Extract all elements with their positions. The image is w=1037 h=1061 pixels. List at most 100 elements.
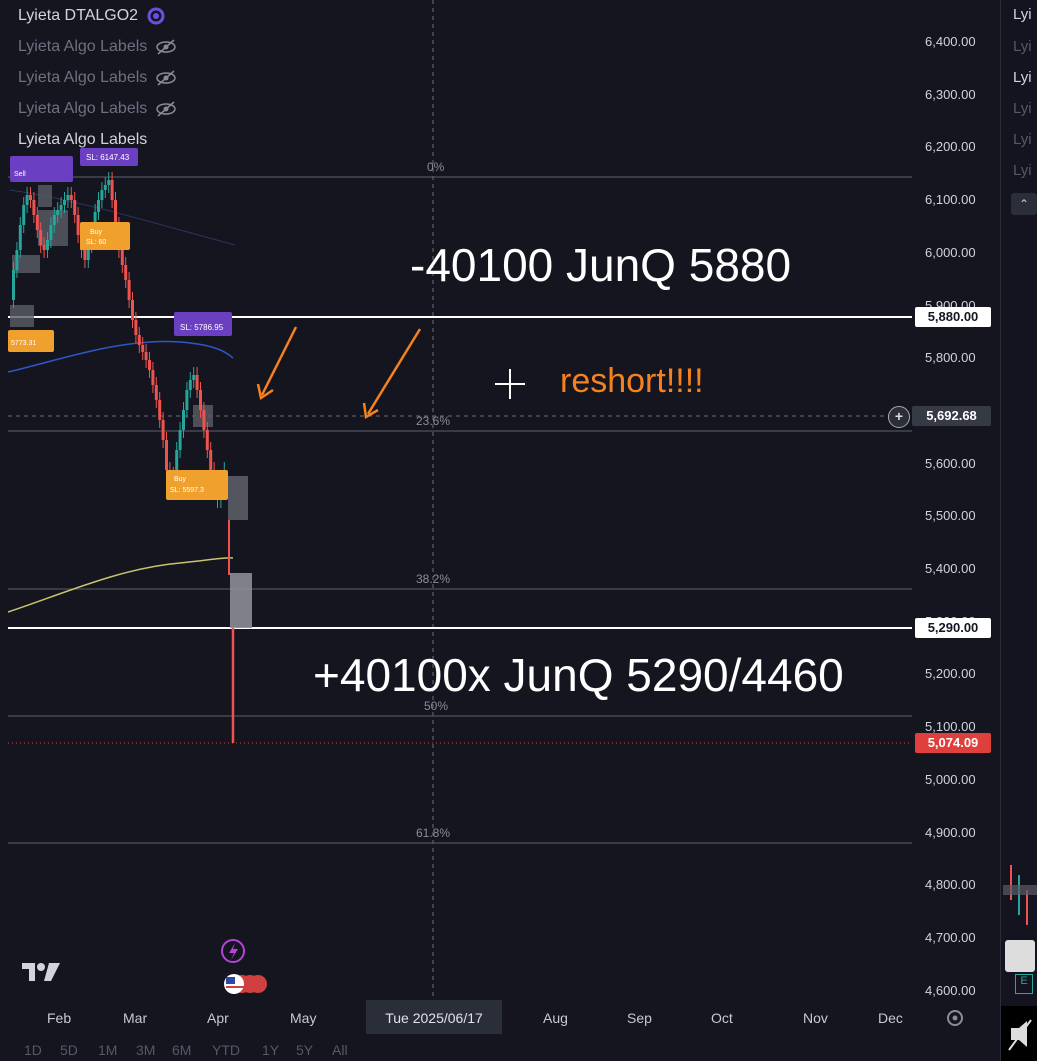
month-label: Apr: [207, 1010, 229, 1026]
candle-body: [86, 245, 90, 260]
month-label: Nov: [803, 1010, 828, 1026]
price-chart[interactable]: Sell SL: 6147.43 Buy SL: 60 5773.31 SL: …: [0, 0, 1000, 1000]
short-annotation[interactable]: -40100 JunQ 5880: [410, 239, 792, 291]
panel-legend-label: Lyi: [1013, 38, 1032, 55]
candle-body: [42, 245, 46, 250]
timeframe-toolbar: 1D 5D 1M 3M 6M YTD 1Y 5Y All: [0, 1036, 1000, 1061]
svg-text:SL: 60: SL: 60: [86, 239, 106, 246]
zone-box: [38, 185, 52, 207]
svg-text:Buy: Buy: [90, 229, 103, 236]
timeframe-button[interactable]: 1Y: [262, 1042, 280, 1058]
candle-body: [148, 360, 151, 370]
candle-body: [131, 300, 134, 320]
price-tick: 5,100.00: [925, 719, 976, 735]
timeframe-button[interactable]: 3M: [136, 1042, 156, 1058]
candle-body: [202, 410, 206, 430]
svg-text:SL: 5786.95: SL: 5786.95: [180, 323, 224, 332]
zone-box: [12, 255, 40, 273]
mute-icon[interactable]: [1001, 1006, 1037, 1061]
fib-label-618: 61.8%: [416, 826, 451, 840]
candle-body: [209, 450, 213, 470]
fib-label-236: 23.6%: [416, 414, 451, 428]
legend-row-label: Lyieta Algo Labels: [18, 69, 148, 86]
candle-body: [199, 390, 202, 410]
tradingview-logo[interactable]: [22, 960, 62, 991]
price-tick: 4,700.00: [925, 929, 976, 945]
candle-body: [29, 195, 32, 200]
earnings-icon[interactable]: E: [1015, 974, 1033, 994]
orange-arrow: [362, 328, 422, 420]
candle-body: [188, 380, 192, 390]
panel-legend-label: Lyi: [1013, 162, 1032, 179]
candle-body: [120, 250, 124, 265]
indicator-legend: Lyieta DTALGO2 Lyieta Algo Labels Lyieta…: [8, 0, 177, 155]
add-alert-icon[interactable]: +: [888, 406, 910, 428]
secondary-chart-panel[interactable]: Lyi Lyi Lyi Lyi Lyi Lyi ⌃ E: [1000, 0, 1037, 1061]
signal-sl-5786: SL: 5786.95: [174, 312, 232, 336]
month-label: Aug: [543, 1010, 568, 1026]
eye-hidden-icon[interactable]: [155, 69, 177, 86]
legend-row-label: Lyieta Algo Labels: [18, 100, 148, 117]
month-label: Dec: [878, 1010, 903, 1026]
candle-body: [134, 320, 138, 335]
candle-body: [69, 195, 73, 200]
legend-row-2[interactable]: Lyieta Algo Labels: [8, 62, 177, 93]
month-label: Oct: [711, 1010, 733, 1026]
candle-body: [83, 250, 87, 260]
candle-body: [175, 450, 179, 475]
legend-row-1[interactable]: Lyieta Algo Labels: [8, 31, 177, 62]
month-label: May: [290, 1010, 317, 1026]
candle-body: [93, 212, 97, 230]
price-tick: 5,600.00: [925, 455, 976, 471]
candle-body: [185, 390, 189, 410]
price-axis[interactable]: 6,400.00 6,300.00 6,200.00 6,100.00 6,000.00…: [915, 0, 1000, 1000]
candle-body: [18, 225, 22, 250]
panel-widget[interactable]: [1005, 940, 1035, 972]
long-annotation[interactable]: +40100x JunQ 5290/4460: [313, 649, 844, 701]
orange-arrow: [256, 326, 298, 401]
month-label: Sep: [627, 1010, 652, 1026]
timeframe-button[interactable]: 1D: [24, 1042, 42, 1058]
price-tick: 4,800.00: [925, 877, 976, 893]
timeframe-button[interactable]: YTD: [212, 1042, 240, 1058]
ma-faint: [9, 189, 236, 246]
candle-body: [103, 185, 107, 190]
legend-row-3[interactable]: Lyieta Algo Labels: [8, 93, 177, 124]
legend-title-row[interactable]: Lyieta DTALGO2: [8, 0, 177, 31]
us-flag-icon: [224, 974, 267, 994]
candle-body: [22, 205, 26, 225]
candle-body: [158, 400, 162, 420]
svg-text:Buy: Buy: [174, 476, 187, 483]
timeframe-button[interactable]: 6M: [172, 1042, 192, 1058]
chart-area[interactable]: Sell SL: 6147.43 Buy SL: 60 5773.31 SL: …: [0, 0, 1000, 1000]
eye-hidden-icon[interactable]: [155, 38, 177, 55]
candle-body: [154, 385, 158, 400]
timeframe-button[interactable]: 5D: [60, 1042, 78, 1058]
reshort-annotation[interactable]: reshort!!!!: [560, 362, 704, 400]
panel-legend-label: Lyi: [1013, 100, 1032, 117]
candle-body: [195, 375, 199, 390]
timeframe-button[interactable]: 5Y: [296, 1042, 314, 1058]
price-tick: 5,000.00: [925, 771, 976, 787]
candle-body: [97, 200, 100, 212]
zone-box: [230, 573, 252, 628]
candle-body: [137, 335, 141, 345]
price-tag-5880: 5,880.00: [915, 307, 991, 327]
loading-icon: [147, 7, 165, 24]
legend-row-4[interactable]: Lyieta Algo Labels: [8, 124, 177, 155]
timeframe-button[interactable]: 1M: [98, 1042, 118, 1058]
signal-sell-1: Sell: [10, 156, 73, 182]
price-tag-cursor: + 5,692.68: [888, 406, 991, 428]
cursor-price-value: 5,692.68: [926, 408, 977, 423]
ma-yellow: [7, 557, 234, 613]
candle-body: [49, 225, 53, 240]
signal-sl-5773: 5773.31: [8, 330, 54, 352]
chart-settings-icon[interactable]: [945, 1008, 965, 1028]
price-tick: 5,400.00: [925, 561, 976, 576]
svg-text:Sell: Sell: [14, 171, 26, 178]
eye-hidden-icon[interactable]: [155, 100, 177, 117]
timeframe-button[interactable]: All: [332, 1042, 348, 1058]
svg-text:5773.31: 5773.31: [11, 340, 36, 347]
collapse-legend-button[interactable]: ⌃: [1011, 193, 1037, 215]
candle-body: [56, 210, 60, 215]
